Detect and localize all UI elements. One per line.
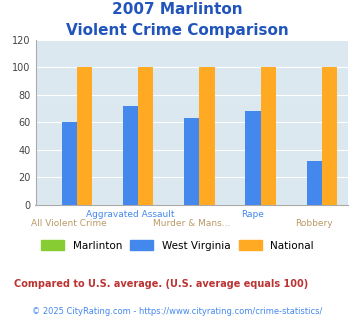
Bar bbox=[245, 111, 261, 205]
Text: Compared to U.S. average. (U.S. average equals 100): Compared to U.S. average. (U.S. average … bbox=[14, 279, 308, 289]
Text: Rape: Rape bbox=[241, 210, 264, 218]
Text: © 2025 CityRating.com - https://www.cityrating.com/crime-statistics/: © 2025 CityRating.com - https://www.city… bbox=[32, 307, 323, 316]
Bar bbox=[322, 67, 337, 205]
Bar bbox=[77, 67, 92, 205]
Text: Violent Crime Comparison: Violent Crime Comparison bbox=[66, 23, 289, 38]
Text: 2007 Marlinton: 2007 Marlinton bbox=[112, 2, 243, 16]
Text: Murder & Mans...: Murder & Mans... bbox=[153, 219, 230, 228]
Legend: Marlinton, West Virginia, National: Marlinton, West Virginia, National bbox=[37, 236, 318, 255]
Bar bbox=[307, 161, 322, 205]
Bar bbox=[261, 67, 276, 205]
Text: Aggravated Assault: Aggravated Assault bbox=[86, 210, 175, 218]
Text: All Violent Crime: All Violent Crime bbox=[31, 219, 107, 228]
Bar bbox=[61, 122, 77, 205]
Bar bbox=[184, 118, 200, 205]
Text: Robbery: Robbery bbox=[295, 219, 333, 228]
Bar bbox=[138, 67, 153, 205]
Bar bbox=[123, 106, 138, 205]
Bar bbox=[200, 67, 215, 205]
